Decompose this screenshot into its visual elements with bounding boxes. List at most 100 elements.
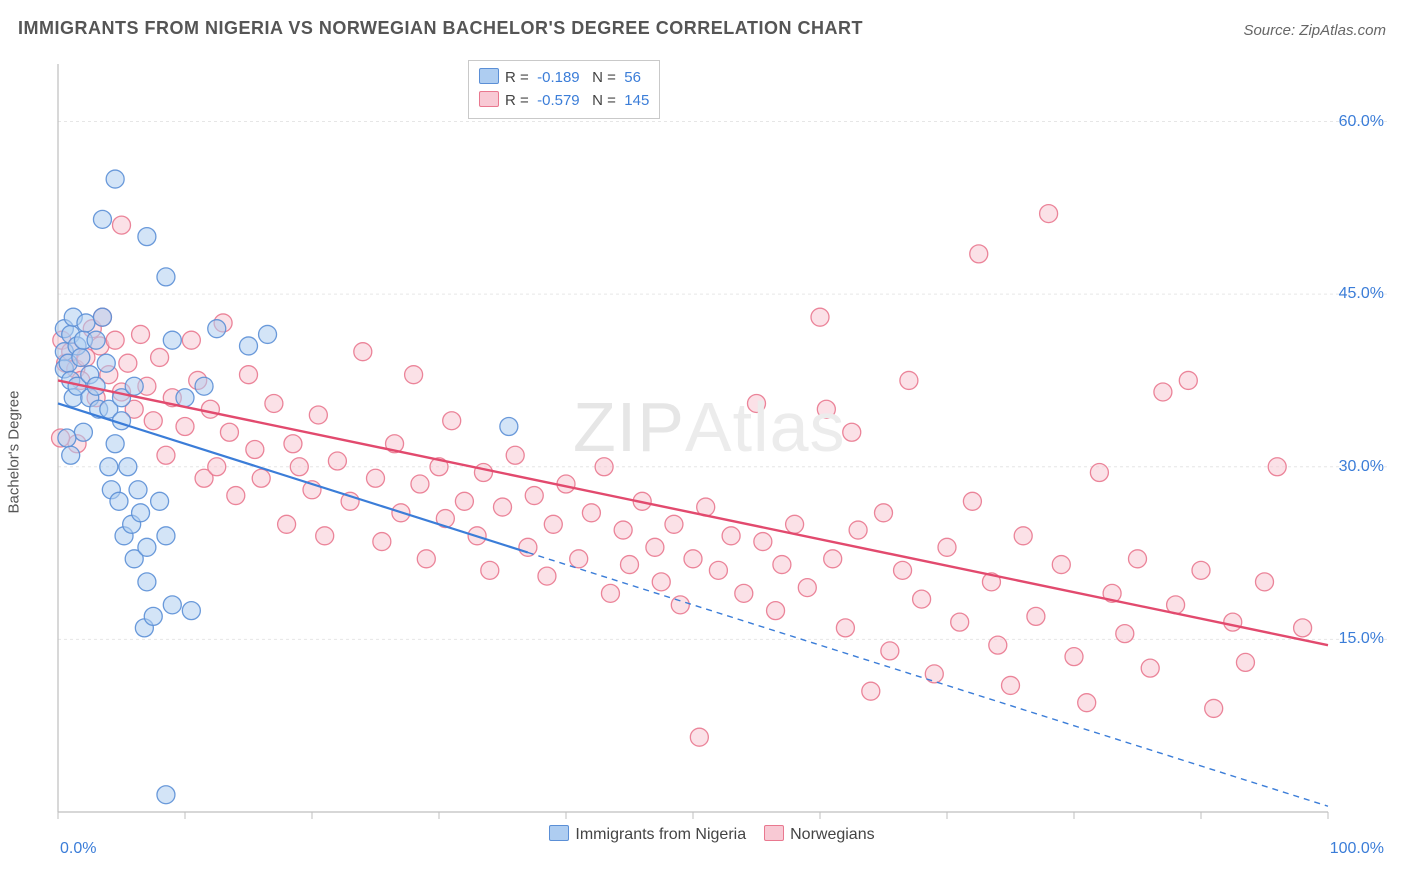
scatter-point (157, 527, 175, 545)
scatter-point (538, 567, 556, 585)
scatter-point (951, 613, 969, 631)
scatter-point (925, 665, 943, 683)
scatter-point (843, 423, 861, 441)
scatter-point (100, 458, 118, 476)
scatter-point (62, 446, 80, 464)
scatter-point (786, 515, 804, 533)
scatter-point (106, 435, 124, 453)
scatter-point (811, 308, 829, 326)
scatter-point (570, 550, 588, 568)
legend-swatch (549, 825, 569, 841)
scatter-point (1002, 676, 1020, 694)
scatter-point (767, 602, 785, 620)
scatter-point (1154, 383, 1172, 401)
scatter-point (970, 245, 988, 263)
scatter-point (87, 331, 105, 349)
legend-swatch (479, 91, 499, 107)
scatter-point (494, 498, 512, 516)
scatter-point (77, 314, 95, 332)
scatter-point (113, 216, 131, 234)
scatter-point (722, 527, 740, 545)
scatter-point (151, 348, 169, 366)
scatter-point (309, 406, 327, 424)
scatter-point (132, 325, 150, 343)
scatter-point (157, 268, 175, 286)
scatter-point (138, 573, 156, 591)
legend-swatch (479, 68, 499, 84)
scatter-point (328, 452, 346, 470)
scatter-point (989, 636, 1007, 654)
scatter-point (754, 533, 772, 551)
scatter-point (246, 441, 264, 459)
scatter-point (1205, 699, 1223, 717)
scatter-point (373, 533, 391, 551)
stats-row: R = -0.579 N = 145 (479, 90, 649, 113)
scatter-point (690, 728, 708, 746)
scatter-point (106, 331, 124, 349)
scatter-point (138, 538, 156, 556)
scatter-point (1141, 659, 1159, 677)
n-value: 56 (624, 69, 641, 86)
scatter-point (284, 435, 302, 453)
scatter-point (106, 170, 124, 188)
scatter-point (220, 423, 238, 441)
legend-label: Immigrants from Nigeria (575, 826, 746, 843)
scatter-point (119, 354, 137, 372)
y-axis-label: Bachelor's Degree (6, 391, 23, 514)
scatter-point (252, 469, 270, 487)
n-value: 145 (624, 92, 649, 109)
scatter-point (938, 538, 956, 556)
scatter-point (72, 348, 90, 366)
scatter-point (1090, 464, 1108, 482)
scatter-point (176, 417, 194, 435)
scatter-point (671, 596, 689, 614)
r-value: -0.579 (537, 92, 580, 109)
scatter-point (144, 412, 162, 430)
trend-line-extrapolated (528, 553, 1328, 807)
scatter-point (265, 394, 283, 412)
scatter-point (195, 377, 213, 395)
scatter-point (58, 429, 76, 447)
scatter-point (1268, 458, 1286, 476)
scatter-plot (18, 52, 1388, 852)
scatter-point (913, 590, 931, 608)
scatter-point (290, 458, 308, 476)
scatter-point (119, 458, 137, 476)
scatter-point (900, 371, 918, 389)
scatter-point (316, 527, 334, 545)
scatter-point (278, 515, 296, 533)
scatter-point (601, 584, 619, 602)
scatter-point (1236, 653, 1254, 671)
scatter-point (665, 515, 683, 533)
scatter-point (963, 492, 981, 510)
scatter-point (1179, 371, 1197, 389)
scatter-point (824, 550, 842, 568)
scatter-point (240, 337, 258, 355)
scatter-point (157, 446, 175, 464)
scatter-point (144, 607, 162, 625)
scatter-point (481, 561, 499, 579)
scatter-point (1065, 648, 1083, 666)
source-label: Source: ZipAtlas.com (1243, 22, 1386, 39)
scatter-point (201, 400, 219, 418)
scatter-point (735, 584, 753, 602)
scatter-point (93, 308, 111, 326)
scatter-point (506, 446, 524, 464)
scatter-point (875, 504, 893, 522)
scatter-point (1052, 556, 1070, 574)
scatter-point (614, 521, 632, 539)
scatter-point (525, 487, 543, 505)
scatter-point (621, 556, 639, 574)
scatter-point (182, 331, 200, 349)
y-tick-label: 45.0% (1339, 285, 1384, 303)
scatter-point (748, 394, 766, 412)
scatter-point (881, 642, 899, 660)
scatter-point (411, 475, 429, 493)
series-legend: Immigrants from NigeriaNorwegians (18, 825, 1388, 844)
scatter-point (227, 487, 245, 505)
scatter-point (417, 550, 435, 568)
y-tick-label: 30.0% (1339, 458, 1384, 476)
scatter-point (354, 343, 372, 361)
scatter-point (500, 417, 518, 435)
scatter-point (646, 538, 664, 556)
